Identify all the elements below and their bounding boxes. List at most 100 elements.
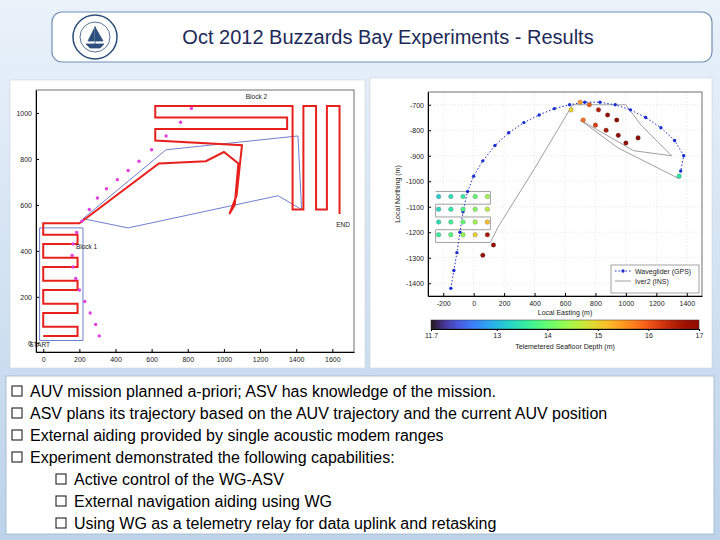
plot-frame xyxy=(36,90,354,352)
colorbar-tick-mark xyxy=(497,329,498,331)
bullet-text: Experiment demonstrated the following ca… xyxy=(30,449,395,466)
colorbar-title: Telemetered Seafloor Depth (m) xyxy=(515,343,615,351)
marks xyxy=(40,106,340,340)
y-tick-label: -1400 xyxy=(406,280,424,287)
bullet-marker xyxy=(56,518,66,528)
colorbar-axis: 11.71314151617 xyxy=(425,329,704,339)
chart-panel xyxy=(10,80,365,368)
colorbar-axis-line xyxy=(432,329,700,330)
y-tick-mark xyxy=(36,113,39,114)
point xyxy=(449,194,454,199)
x-tick-label: 0 xyxy=(472,300,476,307)
x-tick-mark xyxy=(687,293,688,296)
y-tick-label: -1000 xyxy=(406,178,424,185)
legend-marker xyxy=(621,269,624,272)
logo-ship xyxy=(86,26,104,48)
x-tick: 200 xyxy=(74,349,86,363)
point xyxy=(473,207,478,212)
point xyxy=(137,160,140,163)
x-tick-label: 800 xyxy=(590,300,602,307)
x-tick-mark xyxy=(474,293,475,296)
x-tick: 600 xyxy=(146,349,158,363)
point xyxy=(436,207,441,212)
x-tick-label: 400 xyxy=(110,356,122,363)
x-tick: 800 xyxy=(590,293,602,307)
y-tick: -1400 xyxy=(406,280,431,287)
x-tick-label: 1400 xyxy=(289,356,305,363)
point xyxy=(466,190,469,193)
point xyxy=(71,265,74,268)
bullet-text: Active control of the WG-ASV xyxy=(74,471,284,488)
bullet-text: External navigation aiding using WG xyxy=(74,493,332,510)
y-tick-label: -800 xyxy=(410,127,424,134)
plot-frame xyxy=(428,92,702,296)
x-tick-mark xyxy=(188,349,189,352)
bullet-text: ASV plans its trajectory based on the AU… xyxy=(30,405,607,422)
point xyxy=(105,187,108,190)
point xyxy=(436,194,441,199)
y-tick-mark xyxy=(36,205,39,206)
y-tick-mark xyxy=(428,283,431,284)
x-tick-label: 0 xyxy=(42,356,46,363)
point xyxy=(452,269,455,272)
y-tick-mark xyxy=(428,105,431,106)
colorbar-tick-mark xyxy=(547,329,548,331)
point xyxy=(449,207,454,212)
colorbar-tick: 11.7 xyxy=(425,329,438,339)
background xyxy=(0,0,720,540)
annotation: START xyxy=(29,341,50,348)
y-tick: -700 xyxy=(410,101,431,108)
x-tick-mark xyxy=(224,349,225,352)
x-tick-mark xyxy=(535,293,536,296)
line xyxy=(83,136,302,228)
point xyxy=(71,242,74,245)
x-tick: 0 xyxy=(42,349,46,363)
x-axis-line xyxy=(37,352,355,353)
point xyxy=(74,277,77,280)
point xyxy=(659,126,662,129)
point xyxy=(461,207,466,212)
x-tick-label: -200 xyxy=(437,300,451,307)
y-axis-title: Local Northing (m) xyxy=(394,165,402,223)
legend-label: Iver2 (INS) xyxy=(635,278,669,286)
y-tick-mark xyxy=(36,297,39,298)
point xyxy=(605,113,610,118)
x-axis-title: Local Easting (m) xyxy=(538,309,592,317)
series-0 xyxy=(83,136,302,228)
colorbar: 11.71314151617 Telemetered Seafloor Depth… xyxy=(425,320,704,351)
point xyxy=(89,311,92,314)
point xyxy=(436,233,441,238)
point xyxy=(449,220,454,225)
x-tick-label: 400 xyxy=(529,300,541,307)
x-axis-line xyxy=(429,296,703,297)
point xyxy=(587,102,592,107)
x-tick-label: 1200 xyxy=(253,356,269,363)
point xyxy=(80,219,83,222)
point xyxy=(449,233,454,238)
logo-ring xyxy=(73,15,117,59)
point xyxy=(461,220,466,225)
point xyxy=(98,334,101,337)
y-tick-mark xyxy=(428,207,431,208)
bullet-text: External aiding provided by single acous… xyxy=(30,427,444,444)
point xyxy=(679,169,682,172)
point xyxy=(190,107,193,110)
point xyxy=(473,220,478,225)
colorbar-ramp xyxy=(431,320,699,329)
point xyxy=(461,194,466,199)
point xyxy=(485,207,490,212)
x-tick-mark xyxy=(443,293,444,296)
colorbar-tick-mark xyxy=(598,329,599,331)
bullet-marker xyxy=(12,452,22,462)
point xyxy=(461,233,466,238)
y-tick: -1100 xyxy=(407,203,431,210)
y-tick-label: 1000 xyxy=(16,110,32,117)
point xyxy=(598,101,601,104)
x-tick-label: 200 xyxy=(499,300,511,307)
bullet-marker xyxy=(12,430,22,440)
x-grid-line xyxy=(473,92,474,296)
series-0 xyxy=(436,105,680,243)
x-grid-line xyxy=(595,92,596,296)
point xyxy=(583,101,586,104)
point xyxy=(485,220,490,225)
